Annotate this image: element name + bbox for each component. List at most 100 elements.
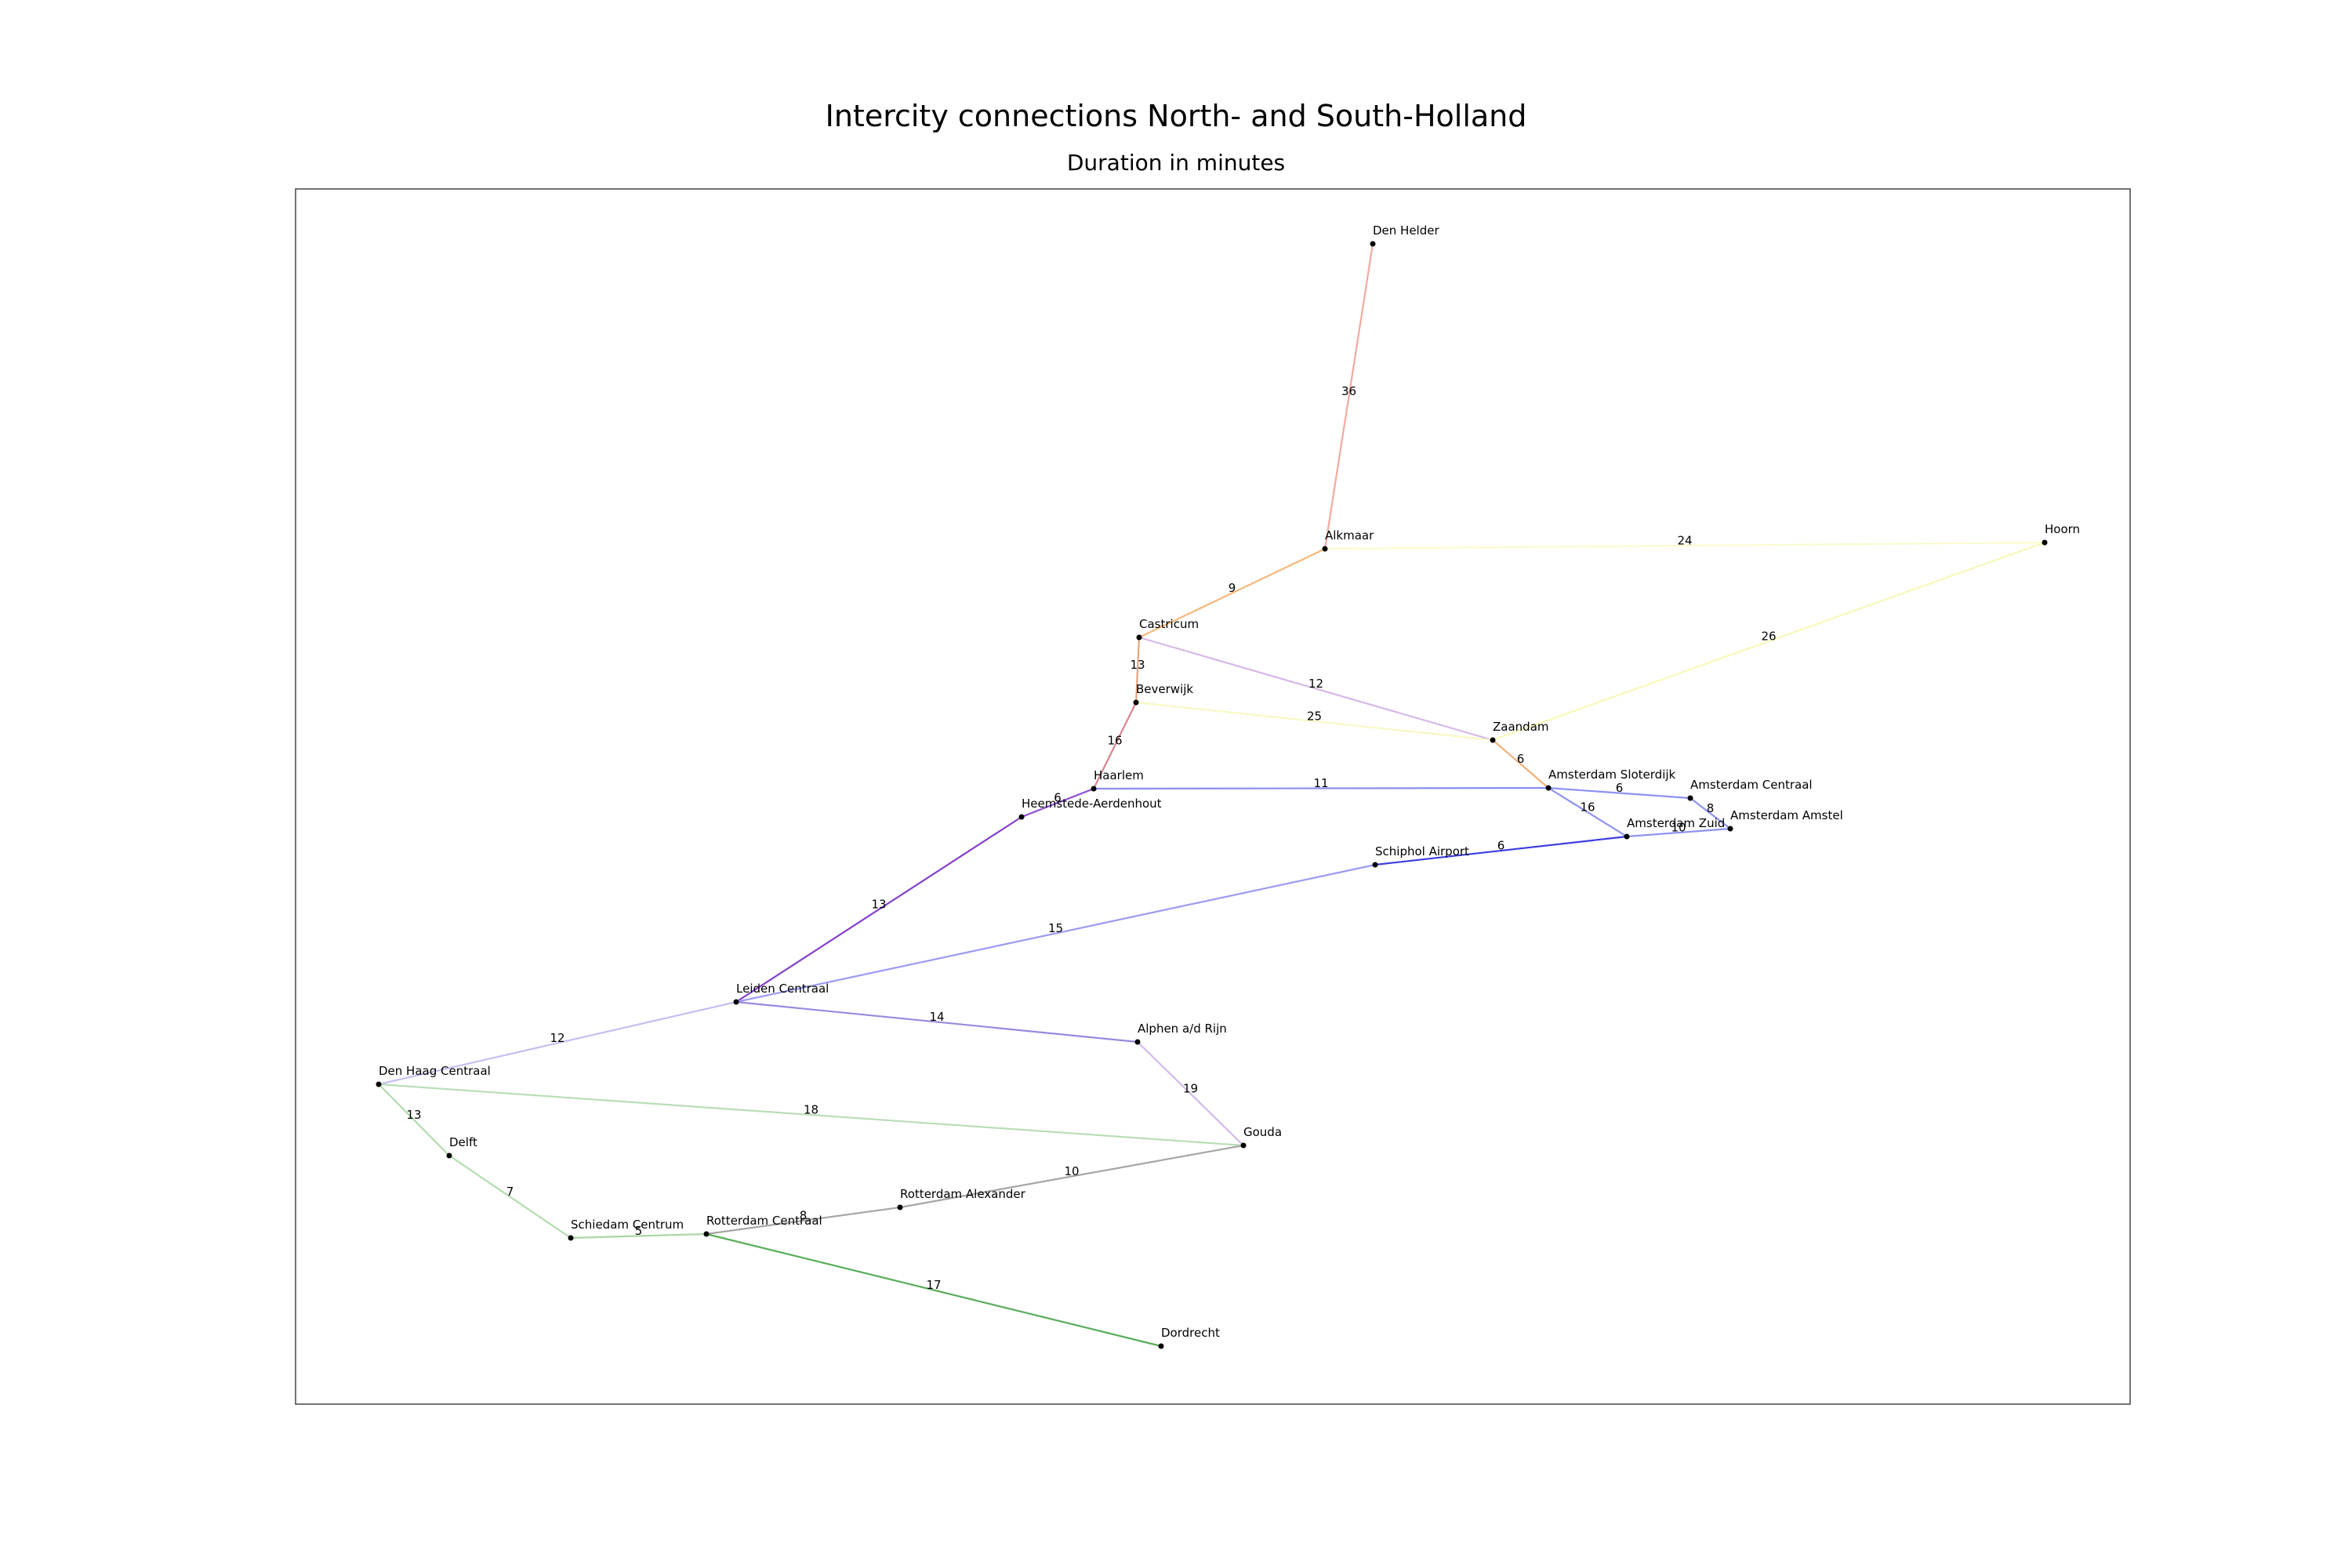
edge-label-heemstede-leiden: 13 xyxy=(871,898,886,912)
edge-gouda-rotalex xyxy=(899,1144,1244,1209)
edge-rotcs-dordrecht xyxy=(706,1232,1162,1348)
edge-leiden-alphen xyxy=(735,1000,1138,1044)
edge-label-sloterdijk-centraal: 6 xyxy=(1616,781,1624,795)
edge-label-hoorn-zaandam: 26 xyxy=(1761,630,1776,644)
station-dot-heemstede xyxy=(1018,814,1025,820)
edge-beverwijk-zaandam xyxy=(1135,701,1494,742)
edge-schiedam-rotcs xyxy=(570,1232,707,1240)
diagram-title: Intercity connections North- and South-H… xyxy=(825,99,1527,133)
station-label-heemstede: Heemstede-Aerdenhout xyxy=(1022,797,1162,811)
station-label-amstel: Amsterdam Amstel xyxy=(1730,808,1843,822)
station-dot-castricum xyxy=(1136,634,1142,641)
station-label-gouda: Gouda xyxy=(1243,1125,1282,1139)
edge-leiden-schiphol xyxy=(735,863,1376,1004)
edge-label-haarlem-heemstede: 6 xyxy=(1054,791,1062,805)
edge-denhaag-delft xyxy=(378,1083,450,1156)
station-label-schiedam: Schiedam Centrum xyxy=(571,1218,684,1232)
station-label-zuid: Amsterdam Zuid xyxy=(1627,816,1725,830)
edge-label-alkmaar-hoorn: 24 xyxy=(1677,534,1692,548)
station-label-haarlem: Haarlem xyxy=(1094,768,1144,782)
station-dot-zaandam xyxy=(1490,737,1496,743)
edge-heemstede-leiden xyxy=(735,816,1022,1003)
edge-centraal-amstel xyxy=(1690,797,1731,829)
edge-label-rotcs-dordrecht: 17 xyxy=(926,1278,941,1292)
station-label-leiden: Leiden Centraal xyxy=(736,982,829,996)
edge-label-alphen-gouda: 19 xyxy=(1183,1082,1198,1096)
station-dot-rotalex xyxy=(897,1204,903,1210)
edge-label-denhaag-gouda: 18 xyxy=(804,1103,818,1117)
edge-label-leiden-schiphol: 15 xyxy=(1048,921,1063,935)
edge-label-den-helder-alkmaar: 36 xyxy=(1341,384,1356,398)
edge-label-leiden-alphen: 14 xyxy=(929,1010,944,1024)
edge-label-denhaag-delft: 13 xyxy=(406,1108,421,1122)
edge-zaandam-sloterdijk xyxy=(1492,739,1549,789)
station-dot-amstel xyxy=(1727,826,1733,832)
edge-label-layer: 36 24 9 26 13 12 25 16 6 11 6 13 6 16 8 10 6 15 14 12 19 18 13… xyxy=(406,384,1776,1292)
edge-haarlem-sloterdijk xyxy=(1093,786,1549,790)
station-label-schiphol: Schiphol Airport xyxy=(1375,844,1469,858)
edge-label-castricum-beverwijk: 13 xyxy=(1130,658,1145,672)
station-dot-rotcs xyxy=(703,1231,710,1237)
station-label-rotcs: Rotterdam Centraal xyxy=(706,1214,822,1228)
station-label-denhaag: Den Haag Centraal xyxy=(379,1064,491,1078)
edge-sloterdijk-zuid xyxy=(1548,787,1628,837)
station-label-sloterdijk: Amsterdam Sloterdijk xyxy=(1548,768,1676,782)
station-dot-hoorn xyxy=(2042,539,2048,546)
edge-label-schiedam-rotcs: 5 xyxy=(635,1224,643,1238)
station-label-dordrecht: Dordrecht xyxy=(1161,1326,1220,1340)
edge-schiphol-zuid xyxy=(1374,835,1628,866)
station-dot-schiedam xyxy=(568,1235,574,1241)
station-dot-zuid xyxy=(1624,833,1630,840)
station-label-centraal: Amsterdam Centraal xyxy=(1690,778,1813,792)
edge-castricum-zaandam xyxy=(1138,636,1494,742)
diagram-subtitle: Duration in minutes xyxy=(1066,150,1286,176)
edge-layer xyxy=(378,243,2045,1348)
edge-label-rotalex-rotcs: 8 xyxy=(800,1209,808,1223)
edge-den-helder-alkmaar xyxy=(1323,243,1374,550)
node-layer: Den Helder Alkmaar Hoorn Castricum Beverwijk… xyxy=(376,223,2080,1349)
edge-label-gouda-rotalex: 10 xyxy=(1064,1164,1079,1178)
station-label-alkmaar: Alkmaar xyxy=(1325,528,1374,543)
edge-label-schiphol-zuid: 6 xyxy=(1497,839,1505,853)
edge-alkmaar-hoorn xyxy=(1324,541,2045,550)
edge-label-haarlem-sloterdijk: 11 xyxy=(1313,776,1328,790)
edge-delft-schiedam xyxy=(448,1155,572,1239)
edge-label-zaandam-sloterdijk: 6 xyxy=(1517,752,1525,766)
station-label-hoorn: Hoorn xyxy=(2045,522,2080,536)
station-dot-den-helder xyxy=(1370,241,1376,247)
edge-label-alkmaar-castricum: 9 xyxy=(1229,581,1236,595)
station-dot-dordrecht xyxy=(1158,1343,1164,1349)
edge-label-leiden-denhaag: 12 xyxy=(550,1031,564,1045)
station-label-den-helder: Den Helder xyxy=(1373,223,1439,238)
station-dot-alkmaar xyxy=(1322,546,1328,552)
edge-rotalex-rotcs xyxy=(706,1206,901,1236)
station-label-rotalex: Rotterdam Alexander xyxy=(900,1187,1026,1201)
plot-frame xyxy=(295,188,2131,1405)
edge-beverwijk-haarlem xyxy=(1093,702,1137,789)
station-dot-sloterdijk xyxy=(1545,785,1552,791)
edge-castricum-beverwijk xyxy=(1134,637,1141,703)
edge-label-castricum-zaandam: 12 xyxy=(1308,677,1323,691)
edge-alphen-gouda xyxy=(1137,1041,1244,1146)
station-dot-beverwijk xyxy=(1133,699,1139,706)
edge-label-beverwijk-zaandam: 25 xyxy=(1307,710,1322,724)
station-label-beverwijk: Beverwijk xyxy=(1136,682,1193,696)
station-dot-centraal xyxy=(1687,795,1693,801)
edge-denhaag-gouda xyxy=(378,1083,1244,1147)
edge-label-sloterdijk-zuid: 16 xyxy=(1580,800,1595,815)
edge-zuid-amstel xyxy=(1626,827,1731,838)
edge-haarlem-heemstede xyxy=(1021,787,1094,818)
station-dot-gouda xyxy=(1240,1142,1247,1149)
station-dot-denhaag xyxy=(376,1081,382,1087)
edge-sloterdijk-centraal xyxy=(1548,786,1691,800)
station-label-castricum: Castricum xyxy=(1139,617,1199,631)
station-label-alphen: Alphen a/d Rijn xyxy=(1138,1022,1227,1036)
station-label-zaandam: Zaandam xyxy=(1493,720,1549,734)
edge-hoorn-zaandam xyxy=(1492,541,2045,742)
station-dot-alphen xyxy=(1134,1039,1141,1045)
station-dot-schiphol xyxy=(1372,862,1378,868)
edge-label-delft-schiedam: 7 xyxy=(506,1185,514,1199)
station-dot-delft xyxy=(446,1152,452,1159)
edge-label-centraal-amstel: 8 xyxy=(1707,801,1715,815)
edge-alkmaar-castricum xyxy=(1138,548,1326,638)
